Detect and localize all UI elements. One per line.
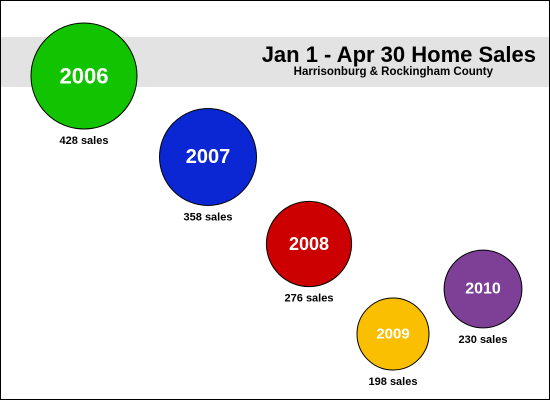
bubble-2006 — [30, 22, 138, 130]
bubble-2008 — [265, 200, 353, 288]
bubble-2007 — [159, 108, 257, 206]
bubble-year-label-2008: 2008 — [289, 234, 329, 254]
sales-label-2009: 198 sales — [369, 376, 418, 388]
sales-label-2008: 276 sales — [285, 293, 334, 305]
sales-label-2006: 428 sales — [60, 135, 109, 147]
chart-title: Jan 1 - Apr 30 Home Sales — [261, 42, 536, 67]
bubble-year-label-2006: 2006 — [60, 64, 109, 89]
bubble-year-label-2009: 2009 — [376, 326, 409, 343]
bubble-2010 — [443, 249, 523, 329]
chart-subtitle: Harrisonburg & Rockingham County — [293, 66, 493, 78]
bubble-2009 — [356, 297, 430, 371]
sales-label-2007: 358 sales — [184, 211, 233, 223]
bubble-year-label-2007: 2007 — [186, 146, 231, 168]
bubble-year-label-2010: 2010 — [465, 281, 501, 298]
sales-label-2010: 230 sales — [459, 334, 508, 346]
